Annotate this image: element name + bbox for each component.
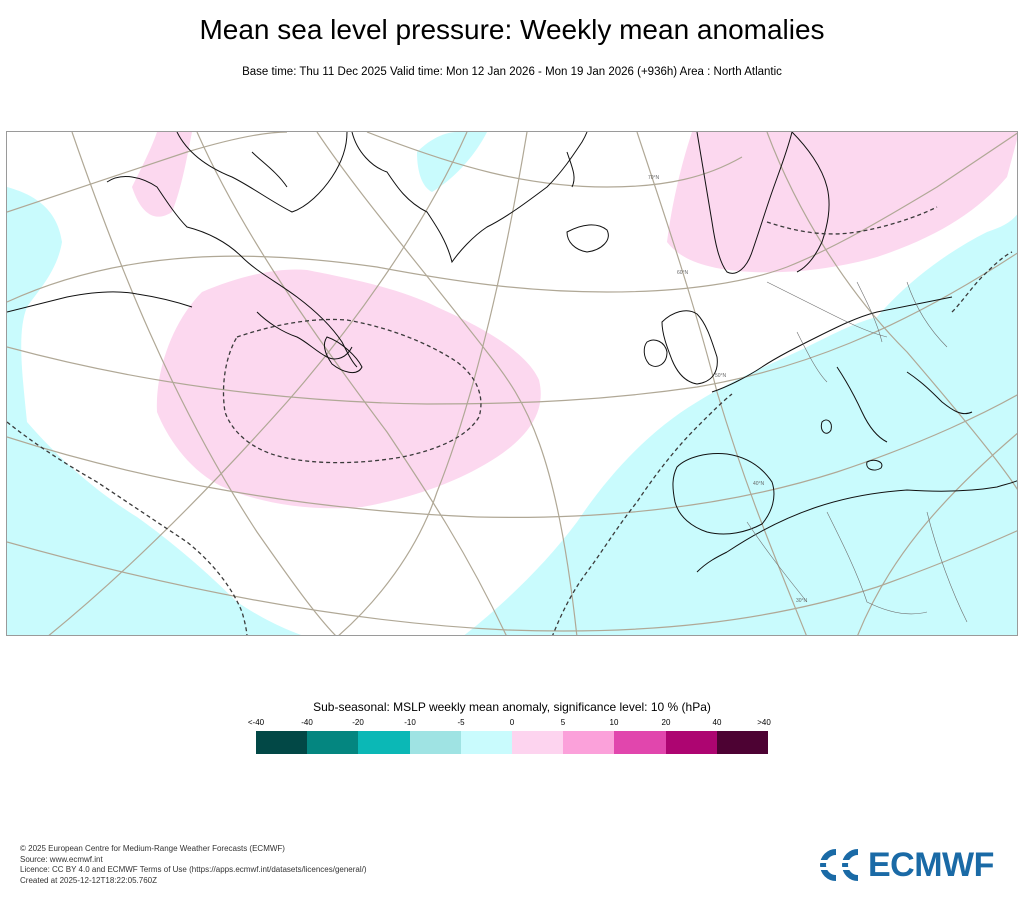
coastlines — [7, 132, 1017, 573]
ecmwf-logo-icon — [818, 849, 859, 881]
ecmwf-logo-text: ECMWF — [868, 845, 994, 884]
significance-contours — [7, 206, 1013, 635]
legend-swatch — [716, 731, 769, 754]
chart-title: Mean sea level pressure: Weekly mean ano… — [199, 14, 825, 45]
legend-tick: -5 — [457, 718, 465, 727]
legend-swatch — [409, 731, 461, 754]
legend-swatch — [563, 731, 615, 754]
footer-credits: © 2025 European Centre for Medium-Range … — [20, 844, 367, 886]
legend-color-bar — [256, 731, 769, 754]
anomaly-map: 70°N 60°N 50°N 40°N 30°N — [6, 131, 1018, 636]
legend-tick: 10 — [609, 718, 619, 727]
chart-subtitle: Base time: Thu 11 Dec 2025 Valid time: M… — [242, 66, 782, 78]
legend-tick: 20 — [661, 718, 671, 727]
lat-label-60: 60°N — [677, 270, 689, 276]
legend-tick: <-40 — [247, 718, 265, 727]
lat-label-50: 50°N — [715, 373, 727, 379]
legend-title: Sub-seasonal: MSLP weekly mean anomaly, … — [313, 700, 711, 714]
country-borders — [746, 281, 968, 623]
legend-swatch — [307, 731, 359, 754]
legend-swatch — [256, 731, 308, 754]
legend-tick: -20 — [352, 718, 364, 727]
legend-tick: 40 — [712, 718, 722, 727]
footer-licence: Licence: CC BY 4.0 and ECMWF Terms of Us… — [20, 865, 367, 874]
legend-swatch — [460, 731, 513, 754]
legend-tick: 0 — [509, 718, 515, 727]
legend-tick: 5 — [560, 718, 566, 727]
legend-swatch — [614, 731, 666, 754]
latitude-labels: 70°N 60°N 50°N 40°N 30°N — [648, 175, 808, 604]
lat-label-30: 30°N — [796, 598, 808, 604]
positive-anomaly-fill — [132, 132, 1017, 509]
footer-source: Source: www.ecmwf.int — [20, 854, 103, 864]
lat-label-70: 70°N — [648, 175, 660, 181]
ecmwf-logo: ECMWF — [814, 845, 1004, 884]
footer-copyright: © 2025 European Centre for Medium-Range … — [20, 844, 285, 853]
legend-swatch — [665, 731, 717, 754]
legend-swatch — [358, 731, 410, 754]
graticule-lines — [7, 132, 1017, 635]
footer-created: Created at 2025-12-12T18:22:05.760Z — [20, 875, 157, 885]
legend-tick: -40 — [301, 718, 313, 727]
legend-tick: -10 — [404, 718, 416, 727]
lat-label-40: 40°N — [753, 481, 765, 487]
legend-tick: >40 — [757, 718, 771, 727]
legend-ticks: <-40 -40 -20 -10 -5 0 5 10 20 40 >40 — [248, 718, 771, 730]
legend-swatch — [512, 731, 564, 754]
